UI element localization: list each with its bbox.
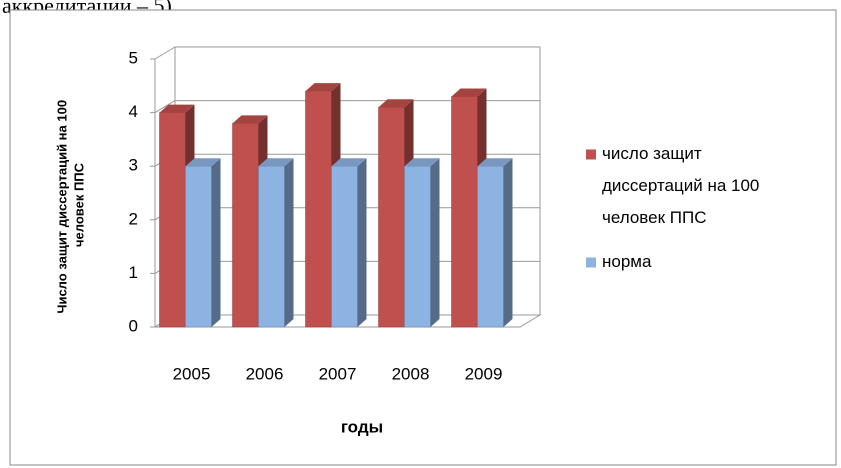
y-tick-label: 2 bbox=[129, 209, 138, 228]
bar-top bbox=[232, 115, 268, 124]
x-tick-label: 2005 bbox=[173, 364, 211, 383]
bar-top bbox=[404, 158, 440, 167]
bar bbox=[404, 158, 440, 328]
grid-line bbox=[154, 46, 176, 60]
legend-swatch bbox=[586, 149, 596, 160]
bar-top bbox=[305, 83, 341, 92]
bar-side bbox=[430, 158, 440, 327]
legend-swatch bbox=[586, 257, 596, 268]
bar-front bbox=[331, 165, 358, 328]
y-tick-label: 5 bbox=[129, 48, 138, 67]
bar bbox=[331, 158, 367, 328]
legend-label: норма bbox=[602, 252, 652, 271]
bar bbox=[258, 158, 294, 328]
bar-top bbox=[159, 104, 195, 113]
bar-front bbox=[232, 123, 259, 328]
bar-front bbox=[404, 165, 431, 328]
bar-front bbox=[451, 96, 478, 328]
x-tick-label: 2008 bbox=[392, 364, 430, 383]
bar-top bbox=[378, 99, 414, 108]
x-axis-label: годы bbox=[341, 417, 383, 436]
x-tick-label: 2006 bbox=[246, 364, 284, 383]
bar-side bbox=[357, 158, 367, 327]
y-tick-label: 0 bbox=[129, 316, 138, 335]
bar-front bbox=[477, 165, 504, 328]
bar-top bbox=[185, 158, 221, 167]
grid-line bbox=[154, 100, 176, 114]
y-tick-label: 3 bbox=[129, 156, 138, 175]
bar-side bbox=[503, 158, 513, 327]
bar-side bbox=[211, 158, 221, 327]
bar bbox=[477, 158, 513, 328]
y-tick-label: 1 bbox=[129, 263, 138, 282]
bar-top bbox=[451, 88, 487, 97]
bar-front bbox=[185, 165, 212, 328]
legend-label: число защит диссертаций на 100 человек П… bbox=[602, 144, 764, 227]
bar-top bbox=[331, 158, 367, 167]
bar bbox=[185, 158, 221, 328]
bar-side bbox=[284, 158, 294, 327]
bar-front bbox=[258, 165, 285, 328]
y-axis-label: Число защит диссертаций на 100 человек П… bbox=[55, 96, 87, 313]
x-tick-label: 2007 bbox=[319, 364, 357, 383]
x-tick-label: 2009 bbox=[465, 364, 503, 383]
bar-front bbox=[378, 106, 405, 328]
bar-top bbox=[477, 158, 513, 167]
bar-front bbox=[305, 90, 332, 328]
bar-top bbox=[258, 158, 294, 167]
bar-front bbox=[159, 112, 186, 328]
y-tick-label: 4 bbox=[129, 102, 138, 121]
